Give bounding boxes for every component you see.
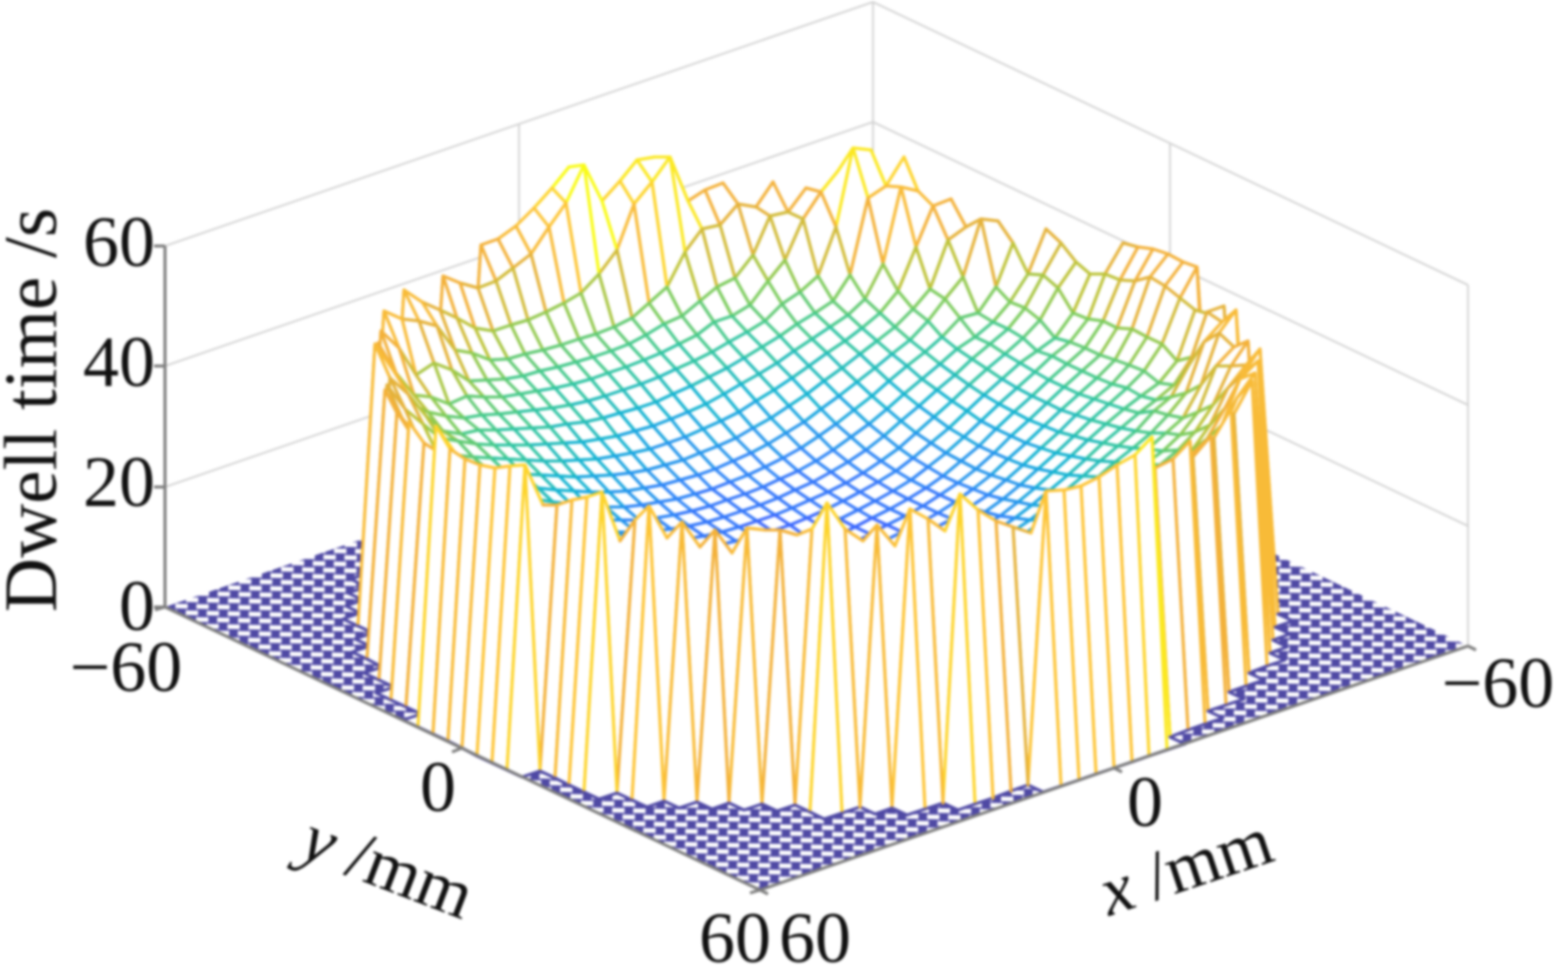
- svg-text:60: 60: [779, 898, 851, 976]
- svg-text:Dwell time /s: Dwell time /s: [0, 208, 73, 612]
- svg-text:−60: −60: [70, 627, 183, 707]
- svg-text:60: 60: [699, 898, 771, 976]
- svg-text:0: 0: [420, 747, 456, 827]
- svg-text:60: 60: [83, 202, 155, 282]
- svg-text:40: 40: [83, 322, 155, 402]
- svg-text:−60: −60: [1442, 643, 1554, 723]
- svg-text:0: 0: [1127, 762, 1163, 842]
- svg-text:20: 20: [83, 442, 155, 522]
- svg-text:0: 0: [119, 566, 155, 646]
- svg-text:x /mm: x /mm: [1089, 802, 1282, 931]
